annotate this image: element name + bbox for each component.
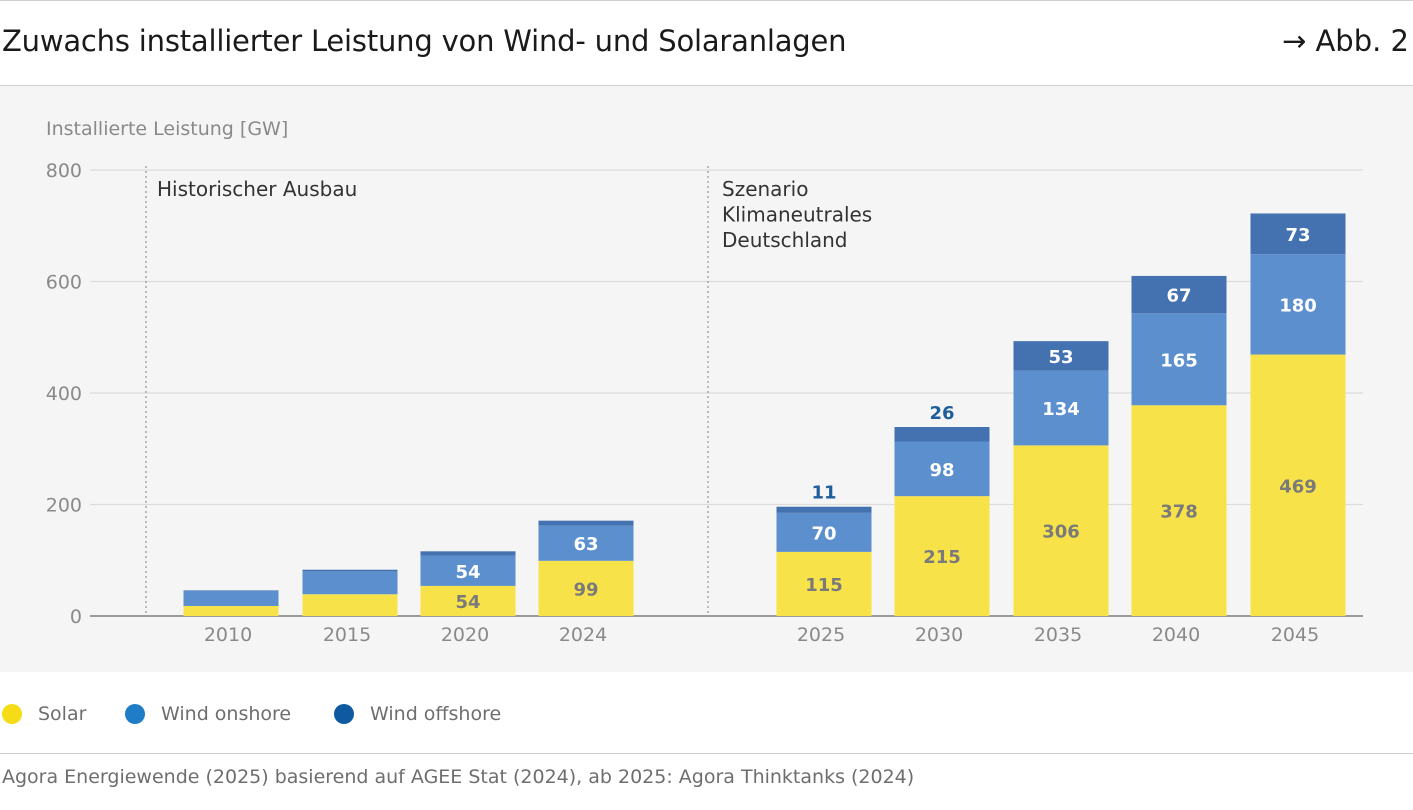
annotation-scenario: Klimaneutrales — [722, 203, 872, 227]
annotation-historic: Historischer Ausbau — [157, 177, 357, 201]
data-label: 180 — [1279, 295, 1317, 316]
bar-segment-solar — [894, 496, 990, 616]
annotation-scenario: Szenario — [722, 177, 808, 201]
data-label: 54 — [455, 592, 480, 613]
bar-segment-solar — [538, 560, 634, 616]
x-tick-label: 2010 — [204, 624, 252, 646]
x-tick-label: 2020 — [441, 624, 489, 646]
figure-reference[interactable]: → Abb. 2 — [1281, 24, 1409, 58]
bar-segment-wind-offshore — [538, 520, 634, 526]
bar-segment-wind-offshore — [183, 590, 279, 591]
legend-label-wind-offshore: Wind offshore — [370, 703, 502, 725]
data-label: 11 — [811, 483, 836, 504]
bar-segment-wind-offshore — [776, 506, 872, 513]
chart-title: Zuwachs installierter Leistung von Wind-… — [2, 24, 847, 58]
x-tick-label: 2024 — [559, 624, 607, 646]
bar-segment-wind-onshore — [776, 512, 872, 552]
bar-segment-wind-offshore — [1250, 213, 1346, 255]
bar-segment-solar — [420, 585, 516, 616]
bar-segment-wind-onshore — [302, 571, 398, 595]
x-tick-label: 2040 — [1152, 624, 1200, 646]
bar-segment-solar — [1131, 405, 1227, 616]
y-tick-label: 800 — [46, 160, 82, 182]
x-tick-label: 2025 — [797, 624, 845, 646]
legend-swatch-wind-offshore — [334, 704, 354, 724]
x-tick-label: 2015 — [323, 624, 371, 646]
data-label: 215 — [923, 547, 961, 568]
bar-segment-solar — [183, 605, 279, 616]
annotation-scenario: Deutschland — [722, 228, 848, 252]
bar-segment-solar — [302, 594, 398, 616]
legend-swatch-wind-onshore — [125, 704, 145, 724]
bar-segment-wind-onshore — [1013, 370, 1109, 446]
data-label: 165 — [1160, 350, 1198, 371]
bar-segment-solar — [1013, 445, 1109, 616]
bar-segment-solar — [776, 551, 872, 616]
y-tick-label: 400 — [46, 383, 82, 405]
y-tick-label: 600 — [46, 272, 82, 294]
bar-segment-solar — [1250, 354, 1346, 616]
y-tick-label: 0 — [70, 606, 82, 628]
bar-segment-wind-onshore — [420, 555, 516, 586]
data-label: 378 — [1160, 502, 1198, 523]
legend-label-wind-onshore: Wind onshore — [161, 703, 292, 725]
data-label: 115 — [805, 575, 843, 596]
footer-rule — [0, 753, 1413, 754]
bar-segment-wind-onshore — [1131, 313, 1227, 406]
data-label: 99 — [573, 579, 598, 600]
header-rule — [0, 85, 1413, 86]
legend-item-wind-offshore: Wind offshore — [334, 703, 501, 725]
y-axis-label: Installierte Leistung [GW] — [46, 118, 288, 140]
top-rule — [0, 0, 1413, 1]
data-label: 134 — [1042, 399, 1080, 420]
bar-segment-wind-onshore — [1250, 254, 1346, 355]
source-note: Agora Energiewende (2025) basierend auf … — [2, 766, 915, 788]
bar-segment-wind-offshore — [1131, 275, 1227, 314]
data-label: 26 — [929, 403, 954, 424]
x-tick-label: 2035 — [1034, 624, 1082, 646]
stacked-bar-chart: Installierte Leistung [GW] 0 200 400 600 800 H… — [46, 118, 1363, 646]
legend-swatch-solar — [2, 704, 22, 724]
bar-segment-wind-offshore — [420, 551, 516, 556]
data-label: 53 — [1048, 347, 1073, 368]
legend-label-solar: Solar — [38, 703, 87, 725]
bar-segment-wind-onshore — [894, 441, 990, 497]
bar-segment-wind-onshore — [183, 590, 279, 606]
bar-segment-wind-offshore — [894, 427, 990, 442]
legend-item-solar: Solar — [2, 703, 86, 725]
data-label: 70 — [811, 523, 836, 544]
data-label: 98 — [929, 460, 954, 481]
data-label: 469 — [1279, 476, 1317, 497]
data-label: 54 — [455, 562, 480, 583]
x-tick-label: 2045 — [1271, 624, 1319, 646]
bar-segment-wind-offshore — [302, 569, 398, 572]
legend-item-wind-onshore: Wind onshore — [125, 703, 291, 725]
x-tick-label: 2030 — [915, 624, 963, 646]
data-label: 306 — [1042, 522, 1080, 543]
y-tick-label: 200 — [46, 495, 82, 517]
bar-segment-wind-onshore — [538, 525, 634, 561]
data-label: 63 — [573, 534, 598, 555]
data-label: 67 — [1166, 286, 1191, 307]
data-label: 73 — [1285, 225, 1310, 246]
bar-segment-wind-offshore — [1013, 341, 1109, 371]
